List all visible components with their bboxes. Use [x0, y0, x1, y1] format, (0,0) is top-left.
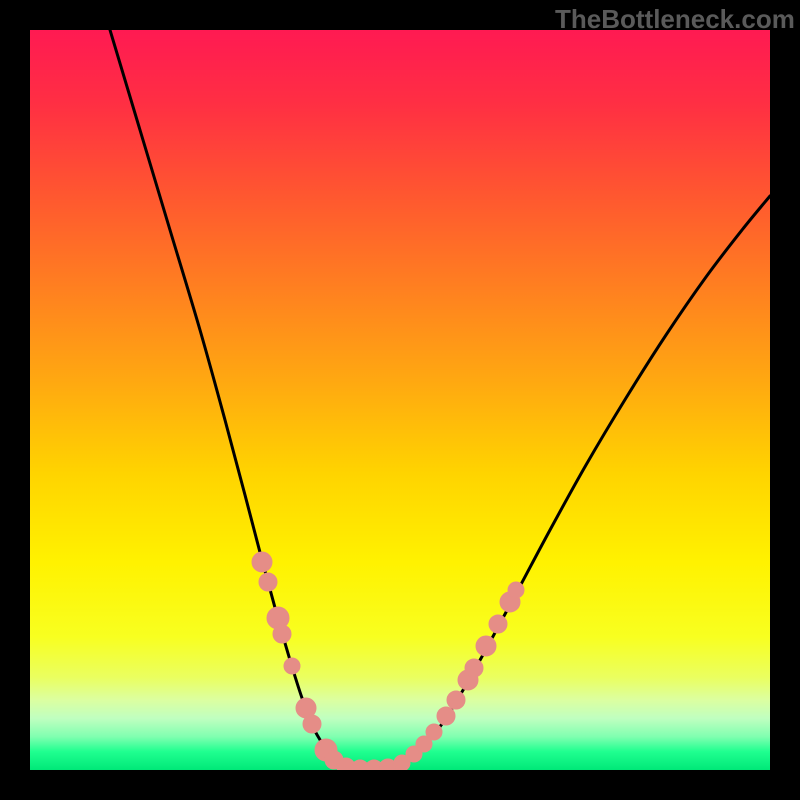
- watermark-text: TheBottleneck.com: [555, 4, 795, 35]
- data-marker: [508, 582, 524, 598]
- data-marker: [259, 573, 277, 591]
- data-marker: [426, 724, 442, 740]
- data-marker: [284, 658, 300, 674]
- bottleneck-chart: [30, 30, 770, 770]
- data-marker: [476, 636, 496, 656]
- data-marker: [273, 625, 291, 643]
- data-marker: [437, 707, 455, 725]
- data-marker: [447, 691, 465, 709]
- data-marker: [252, 552, 272, 572]
- chart-frame: [0, 0, 800, 800]
- gradient-background: [30, 30, 770, 770]
- data-marker: [465, 659, 483, 677]
- data-marker: [303, 715, 321, 733]
- data-marker: [489, 615, 507, 633]
